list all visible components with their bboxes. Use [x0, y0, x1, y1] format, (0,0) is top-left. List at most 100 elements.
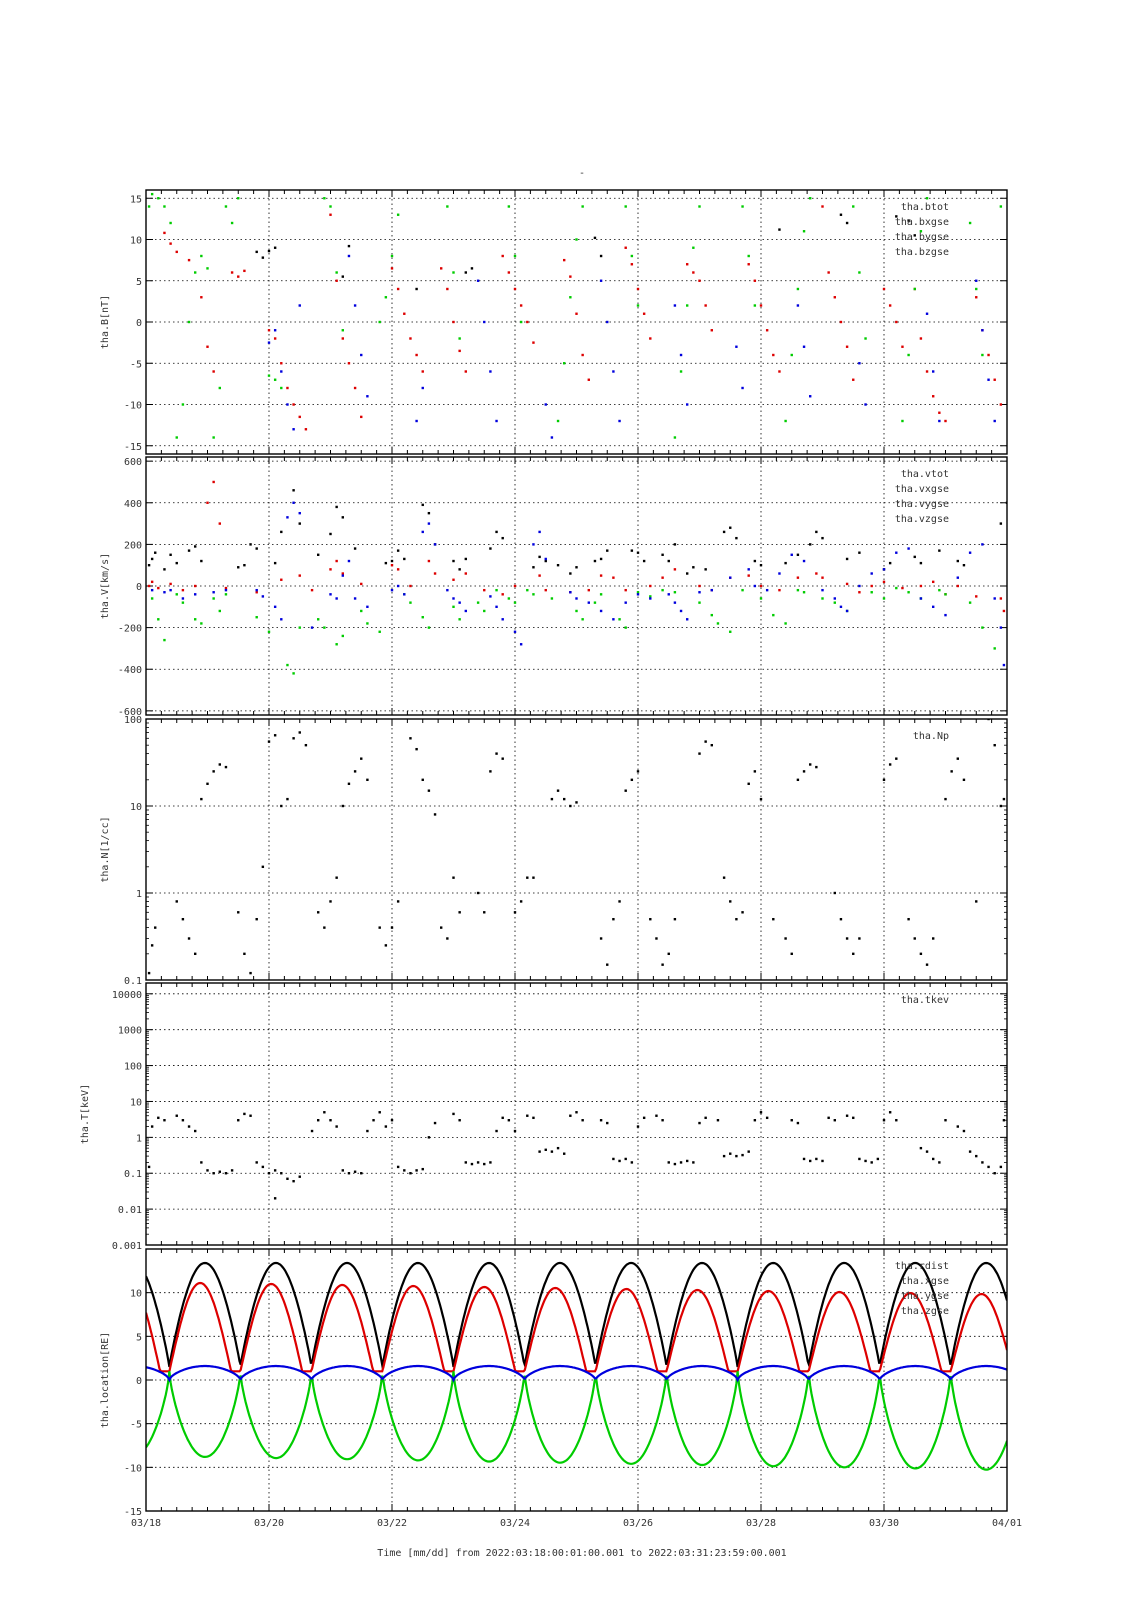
- data-point: [224, 765, 228, 769]
- data-point: [483, 609, 486, 613]
- data-point: [993, 743, 996, 747]
- data-point: [187, 549, 191, 552]
- data-point: [950, 770, 953, 773]
- data-point: [298, 511, 301, 515]
- data-point: [147, 1165, 151, 1169]
- data-point: [759, 1111, 763, 1114]
- data-point: [550, 797, 554, 801]
- data-point: [839, 320, 843, 324]
- data-point: [667, 593, 670, 596]
- data-point: [212, 597, 215, 600]
- x-tick-label: 03/24: [500, 1518, 530, 1529]
- data-point: [538, 555, 541, 559]
- legend-entry: tha.bzgse: [895, 247, 949, 258]
- data-point: [310, 1129, 314, 1133]
- data-point: [759, 584, 763, 588]
- data-point: [901, 345, 904, 348]
- data-point: [409, 584, 412, 588]
- data-point: [194, 1129, 197, 1133]
- data-point: [852, 205, 855, 208]
- data-point: [427, 522, 431, 525]
- data-point: [802, 559, 806, 563]
- data-point: [353, 770, 357, 773]
- data-point: [1002, 797, 1006, 801]
- data-point: [507, 1119, 511, 1122]
- data-point: [569, 572, 572, 575]
- data-point: [187, 258, 191, 262]
- data-point: [218, 609, 221, 613]
- series-tha.vzgse: [150, 501, 1006, 667]
- data-point: [550, 1150, 554, 1153]
- data-point: [212, 480, 215, 484]
- data-point: [796, 576, 800, 579]
- data-point: [335, 597, 338, 600]
- legend-entry: tha.xgse: [901, 1276, 949, 1287]
- data-point: [649, 584, 652, 588]
- data-point: [255, 547, 258, 550]
- data-point: [519, 320, 523, 324]
- data-point: [845, 582, 849, 586]
- data-point: [267, 740, 271, 743]
- data-point: [396, 213, 400, 216]
- x-tick-label: 03/26: [623, 1518, 653, 1529]
- data-point: [267, 329, 271, 332]
- data-point: [556, 419, 560, 423]
- data-point: [581, 205, 584, 208]
- data-point: [993, 419, 996, 423]
- data-point: [858, 1157, 861, 1161]
- data-point: [612, 370, 615, 373]
- chart-panel-5: -15 -10 -5 0 5 10 tha.location[RE] tha.rdist tha…: [100, 1248, 1022, 1529]
- data-point: [569, 275, 572, 278]
- data-point: [968, 1150, 972, 1153]
- data-point: [741, 911, 744, 914]
- y-tick-label: 0: [136, 318, 142, 329]
- data-point: [575, 566, 578, 569]
- data-point: [519, 900, 523, 903]
- data-point: [956, 584, 959, 588]
- y-tick-label: 5: [136, 1332, 142, 1343]
- data-point: [147, 584, 151, 588]
- data-point: [476, 279, 480, 282]
- data-point: [532, 566, 535, 569]
- data-point: [403, 557, 406, 561]
- data-point: [464, 609, 467, 613]
- data-point: [686, 263, 689, 266]
- data-point: [513, 601, 517, 604]
- data-point: [932, 395, 935, 398]
- series-tha.bxgse: [163, 205, 1003, 431]
- data-point: [882, 1119, 886, 1122]
- y-tick-label: -200: [118, 624, 142, 635]
- data-point: [710, 329, 713, 332]
- data-point: [938, 411, 941, 414]
- data-point: [975, 595, 978, 598]
- x-tick-label: 04/01: [992, 1518, 1022, 1529]
- data-point: [181, 1119, 185, 1122]
- data-point: [341, 804, 344, 808]
- data-point: [495, 752, 498, 755]
- data-point: [796, 287, 800, 291]
- data-point: [212, 591, 215, 594]
- plot-frame: [145, 456, 1008, 716]
- data-point: [999, 1165, 1003, 1169]
- data-point: [237, 566, 240, 569]
- data-point: [981, 1161, 984, 1164]
- data-point: [335, 1125, 338, 1128]
- data-point: [630, 263, 634, 266]
- data-point: [753, 770, 757, 773]
- data-point: [360, 609, 363, 613]
- data-point: [888, 304, 892, 307]
- y-tick-label: -5: [130, 1420, 142, 1431]
- data-point: [796, 553, 800, 556]
- data-point: [150, 557, 154, 561]
- data-point: [526, 588, 529, 592]
- data-point: [446, 205, 449, 208]
- data-point: [255, 588, 258, 592]
- data-point: [968, 221, 972, 225]
- series-tha.tkev: [147, 1111, 1006, 1200]
- data-point: [784, 622, 787, 625]
- data-point: [852, 1116, 855, 1120]
- data-point: [286, 516, 289, 519]
- data-point: [519, 304, 523, 307]
- data-point: [280, 1172, 283, 1175]
- data-point: [839, 917, 843, 921]
